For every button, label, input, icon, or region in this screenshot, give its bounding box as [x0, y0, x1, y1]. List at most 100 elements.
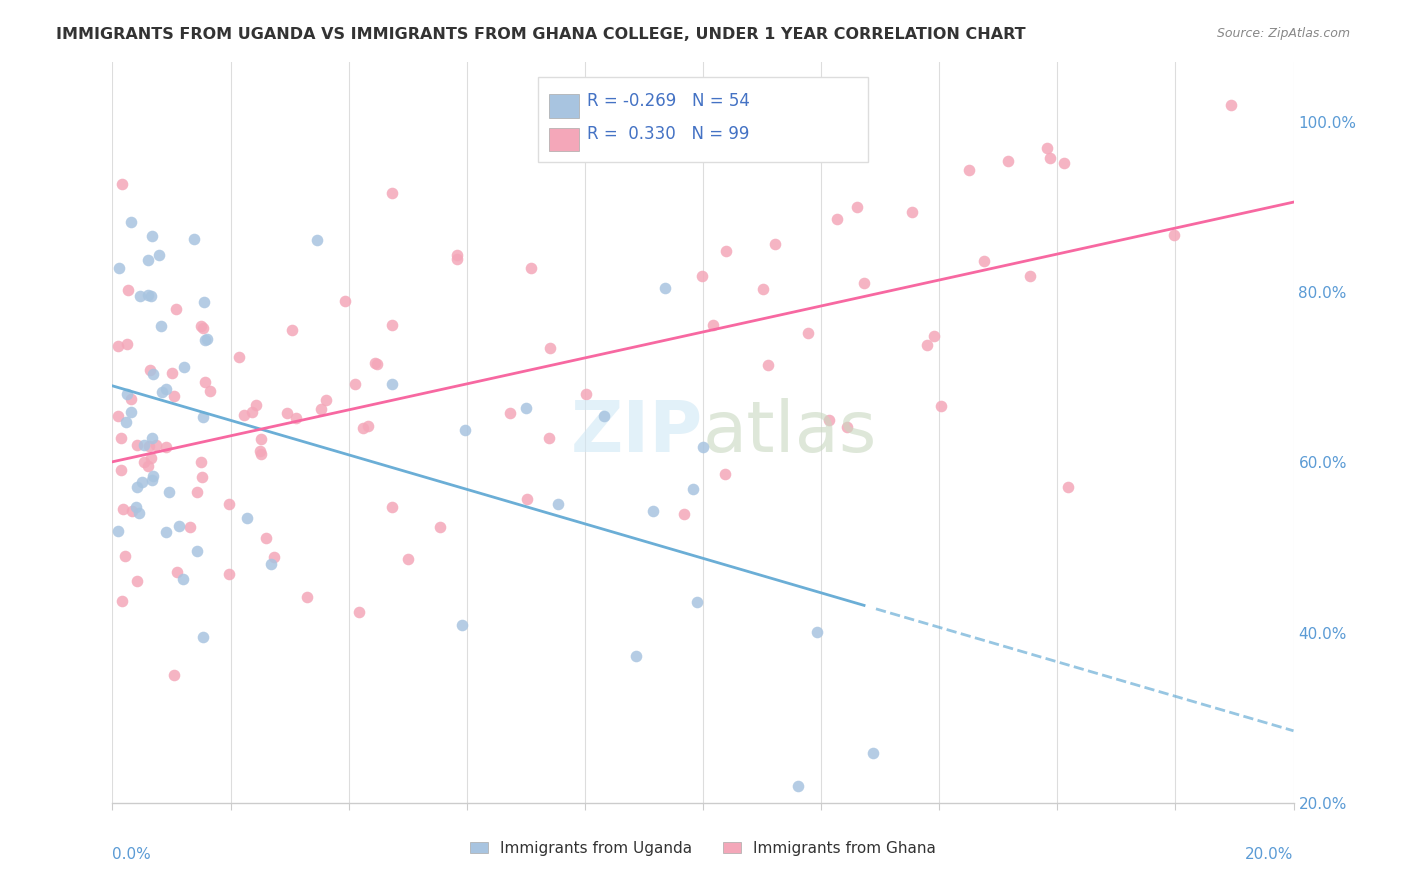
- Point: [692, 268, 714, 283]
- Point: [138, 252, 160, 267]
- Point: [592, 409, 614, 423]
- Point: [624, 648, 647, 663]
- Point: [128, 506, 150, 520]
- Point: [284, 411, 307, 425]
- Point: [115, 386, 138, 401]
- Point: [547, 497, 569, 511]
- Point: [240, 405, 263, 419]
- Point: [835, 420, 858, 434]
- Point: [148, 248, 170, 262]
- Point: [714, 244, 737, 258]
- Text: 20.0%: 20.0%: [1246, 847, 1294, 863]
- Point: [756, 358, 779, 372]
- Point: [349, 605, 371, 619]
- Text: ZIP: ZIP: [571, 398, 703, 467]
- Point: [446, 248, 468, 262]
- Point: [997, 154, 1019, 169]
- Point: [520, 260, 543, 275]
- Point: [654, 281, 676, 295]
- Point: [186, 544, 208, 558]
- Point: [107, 409, 129, 423]
- Point: [115, 415, 138, 429]
- Point: [763, 237, 786, 252]
- Point: [117, 283, 139, 297]
- Point: [1163, 227, 1185, 242]
- Point: [218, 497, 240, 511]
- Point: [127, 574, 149, 588]
- Point: [845, 200, 868, 214]
- Point: [692, 440, 714, 454]
- Point: [136, 288, 159, 302]
- Point: [141, 289, 163, 303]
- Point: [155, 525, 177, 540]
- Point: [160, 366, 183, 380]
- Point: [228, 350, 250, 364]
- Point: [380, 186, 402, 200]
- Point: [186, 484, 208, 499]
- Point: [366, 357, 388, 371]
- Point: [250, 447, 273, 461]
- Text: IMMIGRANTS FROM UGANDA VS IMMIGRANTS FROM GHANA COLLEGE, UNDER 1 YEAR CORRELATIO: IMMIGRANTS FROM UGANDA VS IMMIGRANTS FRO…: [56, 27, 1026, 42]
- Point: [256, 531, 278, 545]
- Point: [150, 384, 173, 399]
- Point: [429, 520, 451, 534]
- Point: [862, 746, 884, 760]
- Point: [1019, 268, 1042, 283]
- Point: [853, 276, 876, 290]
- Point: [538, 341, 561, 355]
- Point: [232, 409, 254, 423]
- Point: [145, 438, 167, 452]
- Point: [107, 338, 129, 352]
- Point: [713, 467, 735, 481]
- Point: [924, 328, 946, 343]
- Point: [163, 389, 186, 403]
- Point: [973, 253, 995, 268]
- Point: [141, 229, 163, 244]
- Point: [194, 333, 217, 347]
- Point: [344, 377, 367, 392]
- Point: [165, 302, 187, 317]
- Point: [797, 326, 820, 341]
- Point: [115, 336, 138, 351]
- Text: 0.0%: 0.0%: [112, 847, 152, 863]
- Point: [516, 491, 538, 506]
- Point: [125, 438, 148, 452]
- Point: [276, 406, 298, 420]
- Point: [309, 401, 332, 416]
- Point: [110, 431, 132, 445]
- FancyBboxPatch shape: [550, 128, 579, 152]
- Point: [1053, 156, 1076, 170]
- Point: [172, 572, 194, 586]
- Point: [169, 518, 191, 533]
- Point: [190, 318, 212, 333]
- Point: [111, 501, 134, 516]
- Point: [194, 375, 217, 389]
- Point: [108, 261, 131, 276]
- Point: [929, 400, 952, 414]
- Legend: Immigrants from Uganda, Immigrants from Ghana: Immigrants from Uganda, Immigrants from …: [464, 835, 942, 862]
- Point: [197, 332, 219, 346]
- Point: [295, 590, 318, 604]
- Point: [263, 549, 285, 564]
- Point: [134, 455, 156, 469]
- Point: [575, 387, 598, 401]
- Point: [120, 392, 142, 407]
- Point: [381, 500, 404, 514]
- Point: [806, 624, 828, 639]
- Point: [686, 594, 709, 608]
- Point: [249, 432, 271, 446]
- Point: [166, 566, 188, 580]
- Point: [396, 552, 419, 566]
- Point: [752, 282, 775, 296]
- Point: [315, 393, 337, 408]
- Point: [193, 295, 215, 310]
- Point: [141, 431, 163, 445]
- Point: [446, 252, 468, 266]
- Point: [120, 405, 142, 419]
- Point: [142, 367, 165, 381]
- Point: [142, 469, 165, 483]
- Point: [141, 450, 163, 465]
- Point: [451, 617, 474, 632]
- Point: [173, 359, 195, 374]
- Text: atlas: atlas: [703, 398, 877, 467]
